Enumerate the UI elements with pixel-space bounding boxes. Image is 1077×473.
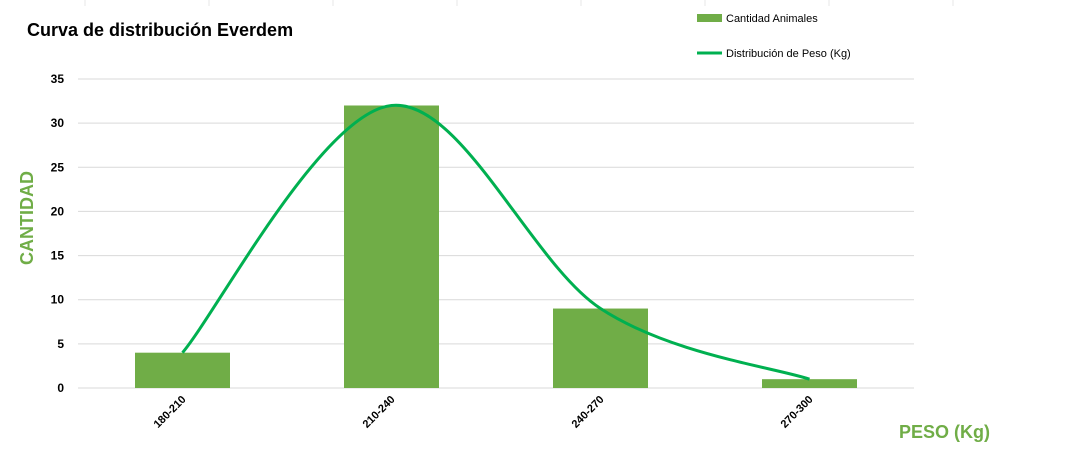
y-tick-label: 10 — [51, 293, 65, 307]
bar-180-210 — [135, 352, 230, 388]
distribution-curve — [181, 103, 810, 381]
y-axis-title: CANTIDAD — [17, 171, 37, 265]
x-tick-label: 240-270 — [570, 394, 607, 431]
x-tick-label: 180-210 — [152, 394, 189, 431]
x-tick-label: 210-240 — [361, 394, 398, 431]
curve-layer — [181, 103, 810, 381]
x-tick-labels: 180-210 210-240 240-270 270-300 — [152, 394, 816, 431]
bars — [135, 105, 857, 388]
y-tick-label: 35 — [51, 72, 65, 86]
chart-title: Curva de distribución Everdem — [27, 20, 293, 40]
legend-bar-label: Cantidad Animales — [726, 13, 818, 25]
y-tick-label: 20 — [51, 204, 65, 218]
y-tick-label: 0 — [57, 381, 64, 395]
bar-270-300 — [762, 379, 857, 388]
x-tick-label: 270-300 — [779, 394, 816, 431]
legend-line-label: Distribución de Peso (Kg) — [726, 48, 851, 60]
y-tick-label: 15 — [51, 249, 65, 263]
y-tick-label: 5 — [57, 337, 64, 351]
x-axis-title: PESO (Kg) — [899, 422, 990, 442]
gridlines — [78, 78, 914, 389]
legend-bar-swatch — [697, 14, 722, 22]
y-tick-label: 25 — [51, 160, 65, 174]
y-tick-label: 30 — [51, 116, 65, 130]
bar-240-270 — [553, 308, 648, 388]
bar-210-240 — [344, 105, 439, 388]
y-tick-labels: 0 5 10 15 20 25 30 35 — [51, 72, 65, 395]
legend: Cantidad Animales Distribución de Peso (… — [697, 13, 851, 60]
